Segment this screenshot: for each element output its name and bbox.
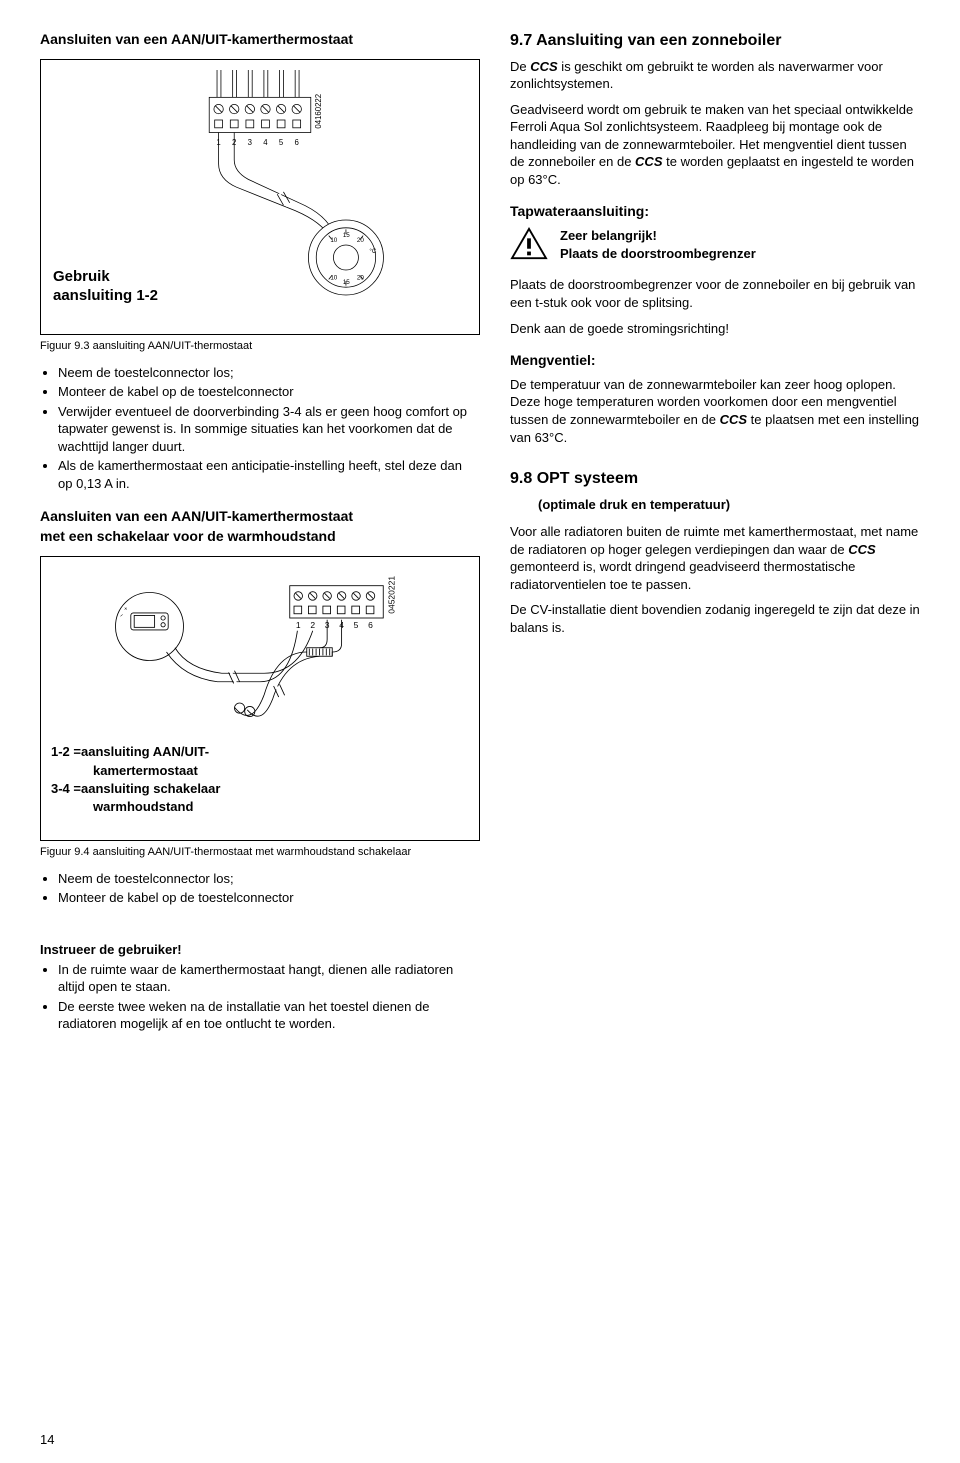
tap-p1: Plaats de doorstroombegrenzer voor de zo… (510, 276, 920, 311)
tapwater-title: Tapwateraansluiting: (510, 202, 920, 221)
instruct-bullets: In de ruimte waar de kamerthermostaat ha… (40, 961, 480, 1033)
p97-2: Geadviseerd wordt om gebruik te maken va… (510, 101, 920, 189)
bullets-1: Neem de toestelconnector los; Monteer de… (40, 364, 480, 493)
heading-9-8: 9.8 OPT systeem (510, 468, 920, 490)
svg-text:6: 6 (368, 621, 373, 631)
svg-text:1: 1 (296, 621, 301, 631)
svg-text:15: 15 (343, 232, 350, 239)
p97-1: De CCS is geschikt om gebruikt te worden… (510, 58, 920, 93)
fig94-label-1b: kamertermostaat (93, 762, 469, 780)
fig94-label-2b: warmhoudstand (93, 798, 469, 816)
svg-text:3: 3 (248, 138, 252, 147)
svg-text:6: 6 (295, 138, 299, 147)
meng-p: De temperatuur van de zonnewarmteboiler … (510, 376, 920, 446)
svg-text:°C: °C (369, 248, 376, 255)
warn-line-2: Plaats de doorstroombegrenzer (560, 245, 920, 263)
svg-text:4: 4 (263, 138, 268, 147)
left-title-2b: met een schakelaar voor de warmhoudstand (40, 527, 480, 546)
left-title-1: Aansluiten van een AAN/UIT-kamerthermost… (40, 30, 480, 49)
fig94-label-1: 1-2 =aansluiting AAN/UIT- (51, 743, 469, 761)
p98-2: De CV-installatie dient bovendien zodani… (510, 601, 920, 636)
list-item: Als de kamerthermostaat een anticipatie-… (58, 457, 480, 492)
list-item: Neem de toestelconnector los; (58, 870, 480, 888)
instruct-title: Instrueer de gebruiker! (40, 941, 480, 959)
warning-block: Zeer belangrijk! Plaats de doorstroombeg… (510, 227, 920, 262)
svg-text:5: 5 (354, 621, 359, 631)
list-item: Monteer de kabel op de toestelconnector (58, 889, 480, 907)
left-title-2a: Aansluiten van een AAN/UIT-kamerthermost… (40, 507, 480, 526)
page-number: 14 (40, 1431, 54, 1449)
list-item: De eerste twee weken na de installatie v… (58, 998, 480, 1033)
heading-9-7: 9.7 Aansluiting van een zonneboiler (510, 30, 920, 52)
warning-icon (510, 227, 548, 261)
p98-1: Voor alle radiatoren buiten de ruimte me… (510, 523, 920, 593)
svg-text:04520221: 04520221 (386, 576, 396, 614)
fig93-caption: Figuur 9.3 aansluiting AAN/UIT-thermosta… (40, 339, 480, 354)
figure-9-4: + − (40, 556, 480, 841)
svg-text:10: 10 (330, 274, 337, 281)
diagram-9-4: + − (51, 567, 469, 737)
heading-9-8-sub: (optimale druk en temperatuur) (538, 496, 920, 514)
svg-text:10: 10 (330, 237, 337, 244)
bullets-2: Neem de toestelconnector los; Monteer de… (40, 870, 480, 907)
list-item: Neem de toestelconnector los; (58, 364, 480, 382)
fig93-box-label-1: Gebruik (53, 267, 158, 287)
svg-text:20: 20 (357, 274, 364, 281)
fig93-box-label-2: aansluiting 1-2 (53, 286, 158, 306)
list-item: In de ruimte waar de kamerthermostaat ha… (58, 961, 480, 996)
list-item: Monteer de kabel op de toestelconnector (58, 383, 480, 401)
svg-text:5: 5 (279, 138, 284, 147)
fig94-caption: Figuur 9.4 aansluiting AAN/UIT-thermosta… (40, 845, 480, 860)
svg-text:04160222: 04160222 (314, 94, 323, 129)
svg-text:15: 15 (343, 279, 350, 286)
list-item: Verwijder eventueel de doorverbinding 3-… (58, 403, 480, 456)
warn-line-1: Zeer belangrijk! (560, 227, 920, 245)
tap-p2: Denk aan de goede stromingsrichting! (510, 320, 920, 338)
mengventiel-title: Mengventiel: (510, 351, 920, 370)
figure-9-3: 1 2 3 4 5 6 04160222 (40, 59, 480, 335)
fig94-label-2: 3-4 =aansluiting schakelaar (51, 780, 469, 798)
svg-text:20: 20 (357, 237, 364, 244)
svg-text:2: 2 (310, 621, 315, 631)
